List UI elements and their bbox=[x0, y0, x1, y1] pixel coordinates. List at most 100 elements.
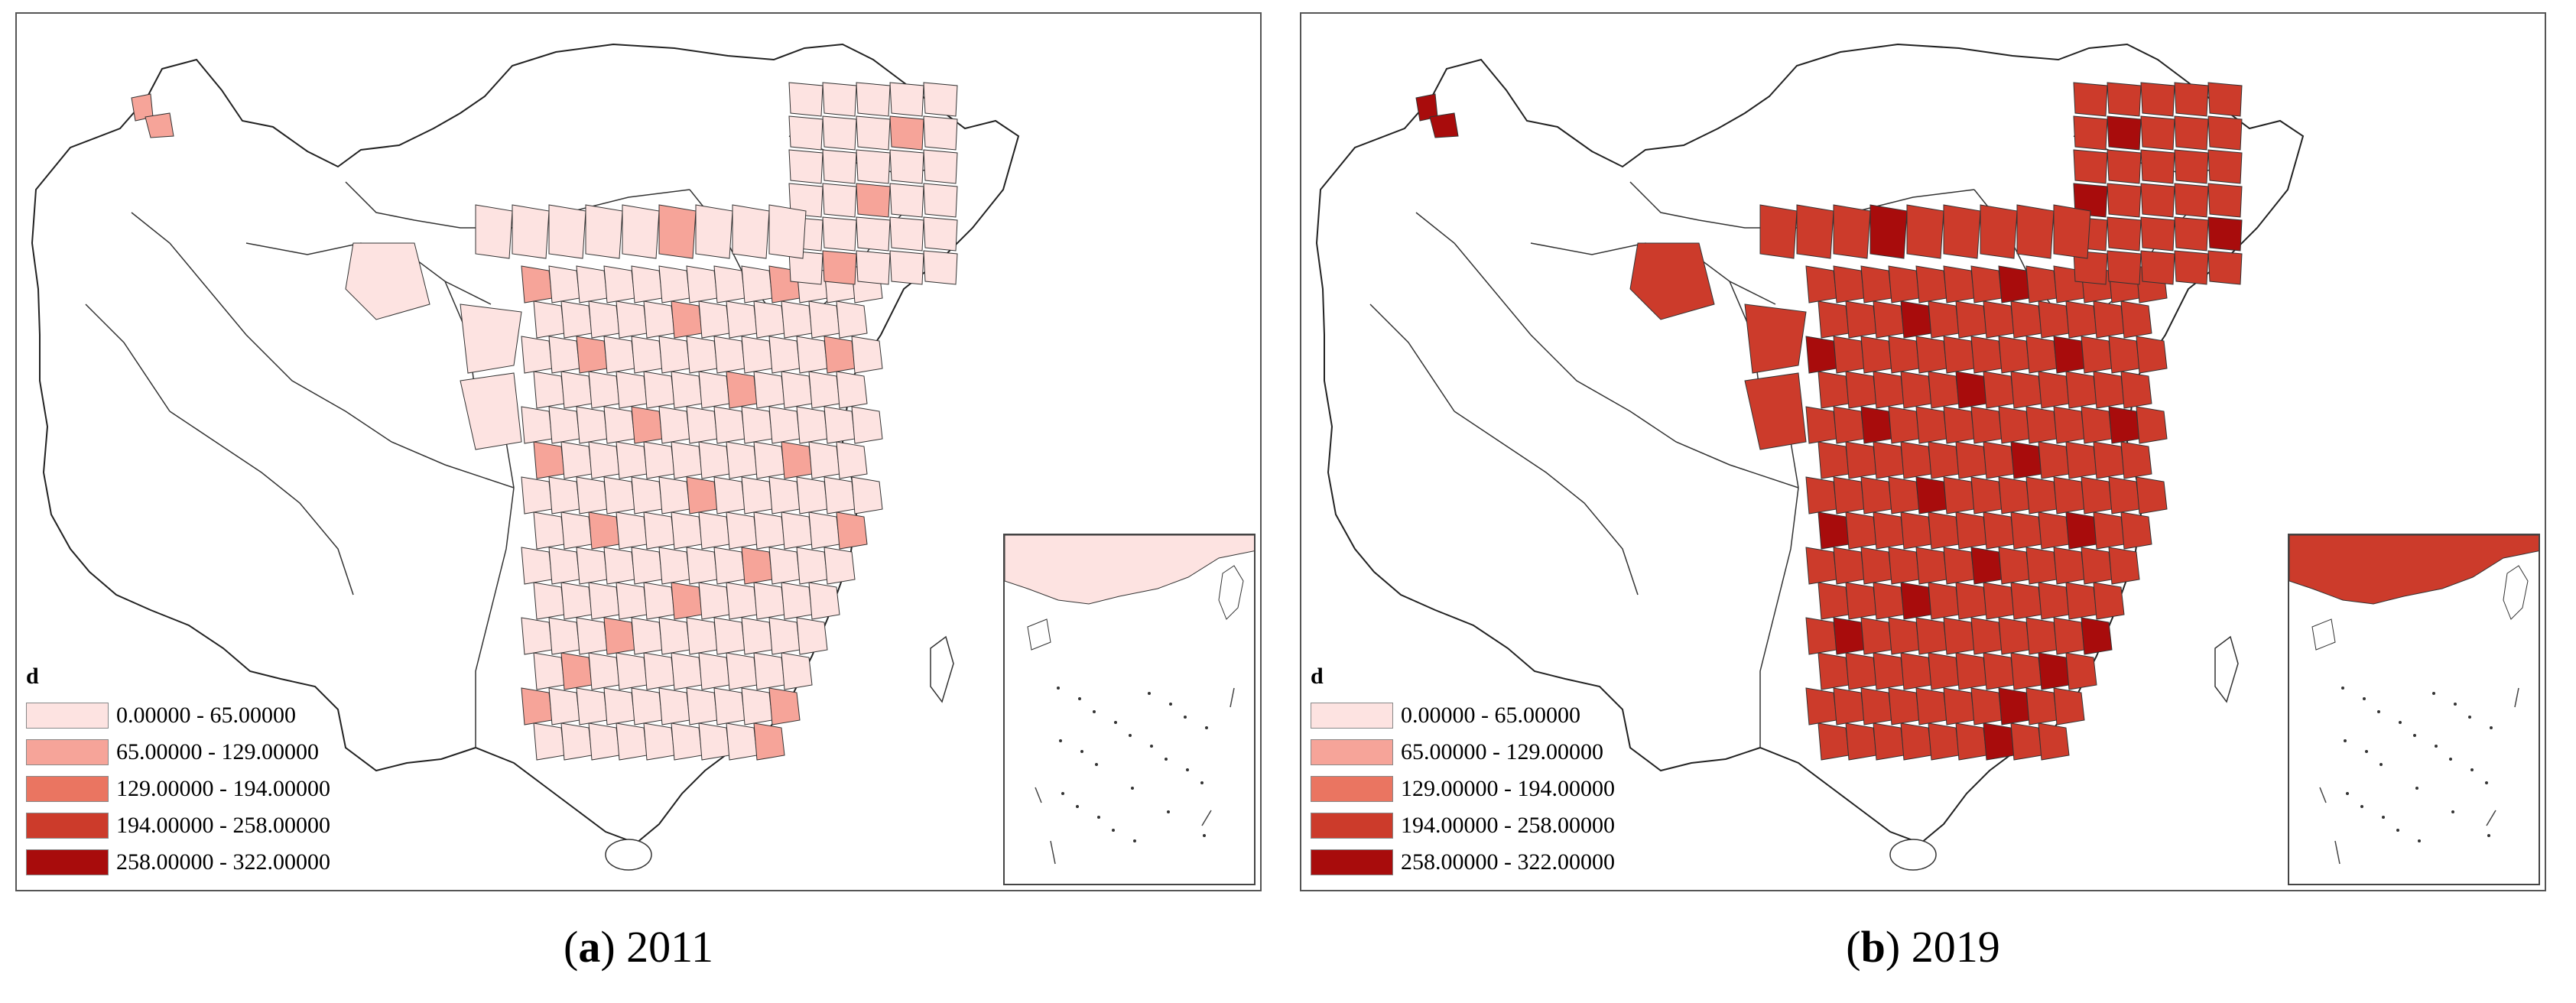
region bbox=[2053, 476, 2085, 514]
inset-islet bbox=[2399, 721, 2402, 724]
inset-islet bbox=[2418, 839, 2421, 842]
region bbox=[726, 441, 758, 479]
region bbox=[521, 617, 553, 655]
region bbox=[1955, 722, 1987, 761]
region bbox=[521, 476, 553, 514]
region bbox=[548, 617, 580, 655]
region bbox=[2140, 149, 2175, 184]
region bbox=[1928, 441, 1960, 479]
region bbox=[631, 265, 663, 303]
region bbox=[2010, 652, 2042, 690]
region bbox=[548, 204, 586, 259]
legend-label: 194.00000 - 258.00000 bbox=[116, 813, 330, 838]
region bbox=[726, 652, 758, 690]
region bbox=[2108, 547, 2140, 585]
inset-coast bbox=[1005, 535, 1254, 605]
region bbox=[836, 511, 868, 550]
region bbox=[631, 617, 663, 655]
region bbox=[686, 476, 718, 514]
region bbox=[2065, 582, 2097, 620]
region bbox=[548, 406, 580, 444]
region bbox=[923, 216, 958, 252]
region-border bbox=[475, 487, 515, 748]
region bbox=[1845, 722, 1877, 761]
region bbox=[2174, 216, 2209, 252]
inset-coast bbox=[2289, 535, 2539, 605]
region bbox=[1998, 336, 2030, 374]
regions bbox=[1415, 82, 2243, 871]
region bbox=[521, 265, 553, 303]
inset-islet bbox=[2413, 734, 2416, 737]
region bbox=[576, 265, 608, 303]
region bbox=[1805, 336, 1837, 374]
region bbox=[1629, 242, 1715, 320]
region bbox=[2053, 406, 2085, 444]
region bbox=[2025, 687, 2058, 725]
region bbox=[2065, 441, 2097, 479]
south-china-sea-inset bbox=[2288, 534, 2540, 885]
region bbox=[2073, 115, 2108, 151]
region bbox=[1833, 547, 1865, 585]
legend-swatch bbox=[26, 776, 109, 802]
region bbox=[1915, 476, 1947, 514]
legend-swatch bbox=[26, 703, 109, 729]
region bbox=[2093, 441, 2125, 479]
region bbox=[1900, 722, 1932, 761]
region bbox=[856, 250, 891, 285]
region bbox=[796, 617, 828, 655]
region bbox=[1983, 511, 2015, 550]
region bbox=[2065, 371, 2097, 409]
region bbox=[585, 204, 623, 259]
region bbox=[768, 687, 801, 725]
region bbox=[2107, 149, 2142, 184]
region bbox=[1805, 406, 1837, 444]
region bbox=[2065, 652, 2097, 690]
inset-islet bbox=[1167, 810, 1170, 813]
region bbox=[856, 82, 891, 117]
region bbox=[2093, 582, 2125, 620]
region bbox=[1928, 722, 1960, 761]
region bbox=[1873, 511, 1905, 550]
region bbox=[548, 687, 580, 725]
region bbox=[2025, 336, 2058, 374]
region bbox=[1805, 687, 1837, 725]
region bbox=[2207, 82, 2243, 117]
region bbox=[2136, 336, 2168, 374]
hainan-island bbox=[605, 839, 652, 871]
region bbox=[2136, 406, 2168, 444]
region bbox=[2010, 722, 2042, 761]
inset-islet bbox=[1080, 750, 1083, 753]
region bbox=[1805, 617, 1837, 655]
region bbox=[713, 617, 746, 655]
region bbox=[2016, 204, 2055, 259]
legend-swatch bbox=[1311, 739, 1393, 765]
region bbox=[2038, 582, 2070, 620]
region bbox=[2038, 511, 2070, 550]
region bbox=[823, 406, 856, 444]
taiwan-island bbox=[2214, 635, 2239, 703]
region bbox=[822, 82, 857, 117]
region bbox=[1983, 371, 2015, 409]
inset-islet bbox=[2360, 805, 2363, 808]
region bbox=[588, 441, 620, 479]
region bbox=[1817, 300, 1850, 339]
region bbox=[1759, 204, 1798, 259]
inset-islet bbox=[1205, 726, 1208, 729]
inset-islet bbox=[2449, 758, 2452, 761]
region bbox=[1906, 204, 1944, 259]
region bbox=[713, 547, 746, 585]
region bbox=[1888, 547, 1920, 585]
region bbox=[671, 441, 703, 479]
region bbox=[658, 265, 690, 303]
region bbox=[1873, 300, 1905, 339]
region bbox=[643, 652, 675, 690]
region bbox=[631, 336, 663, 374]
inset-islet bbox=[2454, 703, 2457, 706]
region bbox=[1860, 547, 1892, 585]
region bbox=[808, 582, 840, 620]
region bbox=[576, 547, 608, 585]
legend-swatch bbox=[26, 739, 109, 765]
inset-islet bbox=[2344, 739, 2347, 742]
region bbox=[603, 687, 635, 725]
region bbox=[616, 582, 648, 620]
